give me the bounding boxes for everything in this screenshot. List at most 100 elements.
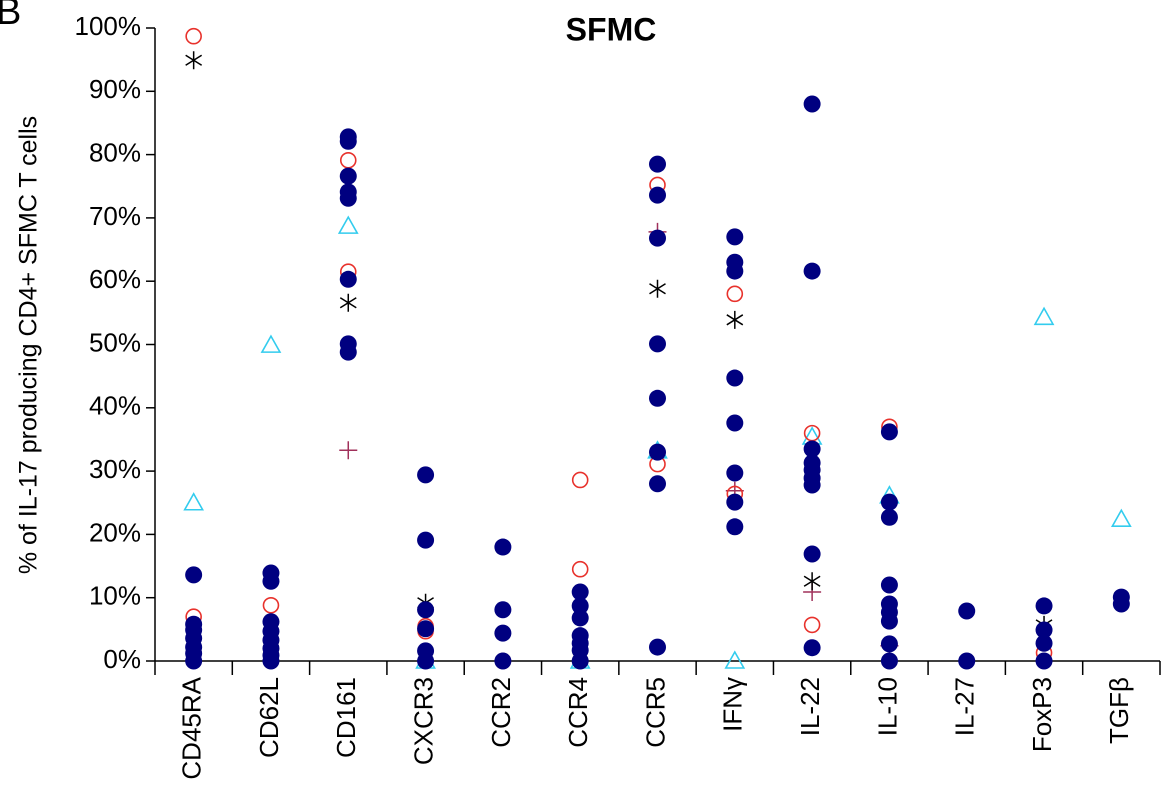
y-axis-label: % of IL-17 producing CD4+ SFMC T cells bbox=[15, 116, 43, 574]
x-tick-label: CD161 bbox=[331, 677, 361, 758]
y-tick-label: 90% bbox=[89, 74, 141, 104]
y-tick-label: 10% bbox=[89, 581, 141, 611]
point bbox=[339, 343, 357, 361]
point bbox=[185, 652, 203, 670]
point bbox=[571, 583, 589, 601]
y-tick-label: 80% bbox=[89, 137, 141, 167]
point bbox=[1112, 595, 1130, 613]
point bbox=[803, 440, 821, 458]
x-tick-label: CCR4 bbox=[563, 677, 593, 748]
point bbox=[880, 652, 898, 670]
point bbox=[1035, 652, 1053, 670]
point bbox=[1110, 508, 1132, 528]
point bbox=[1035, 621, 1053, 639]
point bbox=[185, 566, 203, 584]
point bbox=[726, 310, 744, 329]
point bbox=[649, 155, 666, 173]
chart-title: SFMC bbox=[566, 11, 657, 47]
x-tick-label: CD45RA bbox=[177, 676, 207, 779]
point bbox=[649, 229, 666, 247]
point bbox=[339, 293, 357, 312]
point bbox=[571, 597, 589, 615]
point bbox=[803, 639, 821, 657]
y-tick-label: 40% bbox=[89, 391, 141, 421]
point bbox=[726, 369, 744, 387]
point bbox=[494, 538, 512, 556]
point bbox=[260, 334, 282, 353]
point bbox=[571, 652, 589, 670]
point bbox=[339, 132, 357, 150]
x-tick-label: IL-27 bbox=[950, 677, 980, 736]
point bbox=[339, 270, 357, 288]
point bbox=[417, 652, 435, 670]
point bbox=[185, 27, 202, 45]
x-tick-label: CCR5 bbox=[640, 677, 670, 748]
y-tick-label: 0% bbox=[103, 644, 141, 674]
y-tick-label: 100% bbox=[75, 11, 142, 41]
point bbox=[803, 616, 821, 634]
point bbox=[494, 624, 512, 642]
point bbox=[417, 466, 435, 484]
point bbox=[1033, 306, 1055, 326]
point bbox=[880, 493, 898, 511]
point bbox=[339, 189, 357, 207]
y-tick-label: 20% bbox=[89, 517, 141, 547]
point bbox=[649, 389, 666, 407]
point bbox=[183, 492, 205, 511]
point bbox=[262, 572, 280, 590]
point bbox=[649, 638, 666, 656]
point bbox=[571, 471, 589, 489]
point bbox=[1035, 597, 1053, 615]
point bbox=[726, 285, 744, 303]
point bbox=[339, 441, 358, 460]
point bbox=[880, 612, 898, 630]
point bbox=[726, 414, 744, 432]
x-tick-label: IL-22 bbox=[795, 677, 825, 736]
point bbox=[726, 262, 744, 280]
point bbox=[339, 151, 357, 169]
point bbox=[649, 443, 666, 461]
point bbox=[803, 476, 821, 494]
point bbox=[880, 423, 898, 441]
point bbox=[726, 464, 744, 482]
point bbox=[339, 167, 357, 185]
point bbox=[649, 475, 666, 493]
point bbox=[649, 279, 666, 298]
point bbox=[571, 609, 589, 627]
point bbox=[417, 620, 435, 638]
point bbox=[726, 228, 744, 246]
y-tick-label: 70% bbox=[89, 201, 141, 231]
point bbox=[726, 493, 744, 511]
point bbox=[880, 576, 898, 594]
point bbox=[417, 601, 435, 619]
point bbox=[880, 635, 898, 653]
x-tick-label: IFNγ bbox=[718, 677, 748, 732]
x-tick-label: CXCR3 bbox=[408, 677, 438, 765]
point bbox=[803, 545, 821, 563]
y-tick-label: 30% bbox=[89, 454, 141, 484]
point bbox=[726, 518, 744, 536]
point bbox=[724, 650, 746, 669]
point bbox=[262, 596, 280, 614]
x-tick-label: CD62L bbox=[254, 677, 284, 758]
point bbox=[649, 186, 666, 204]
x-tick-label: FoxP3 bbox=[1027, 677, 1057, 752]
point bbox=[803, 262, 821, 280]
point bbox=[185, 51, 203, 70]
x-tick-label: TGFβ bbox=[1104, 677, 1134, 744]
point bbox=[417, 531, 435, 549]
y-tick-label: 50% bbox=[89, 327, 141, 357]
point bbox=[958, 602, 976, 620]
point bbox=[262, 652, 280, 670]
point bbox=[803, 572, 821, 591]
panel-label: B bbox=[0, 0, 21, 33]
point bbox=[494, 601, 512, 619]
point bbox=[1035, 634, 1053, 652]
x-tick-label: IL-10 bbox=[872, 677, 902, 736]
x-tick-label: CCR2 bbox=[486, 677, 516, 748]
point bbox=[649, 335, 666, 353]
y-tick-label: 60% bbox=[89, 264, 141, 294]
point bbox=[803, 95, 821, 113]
